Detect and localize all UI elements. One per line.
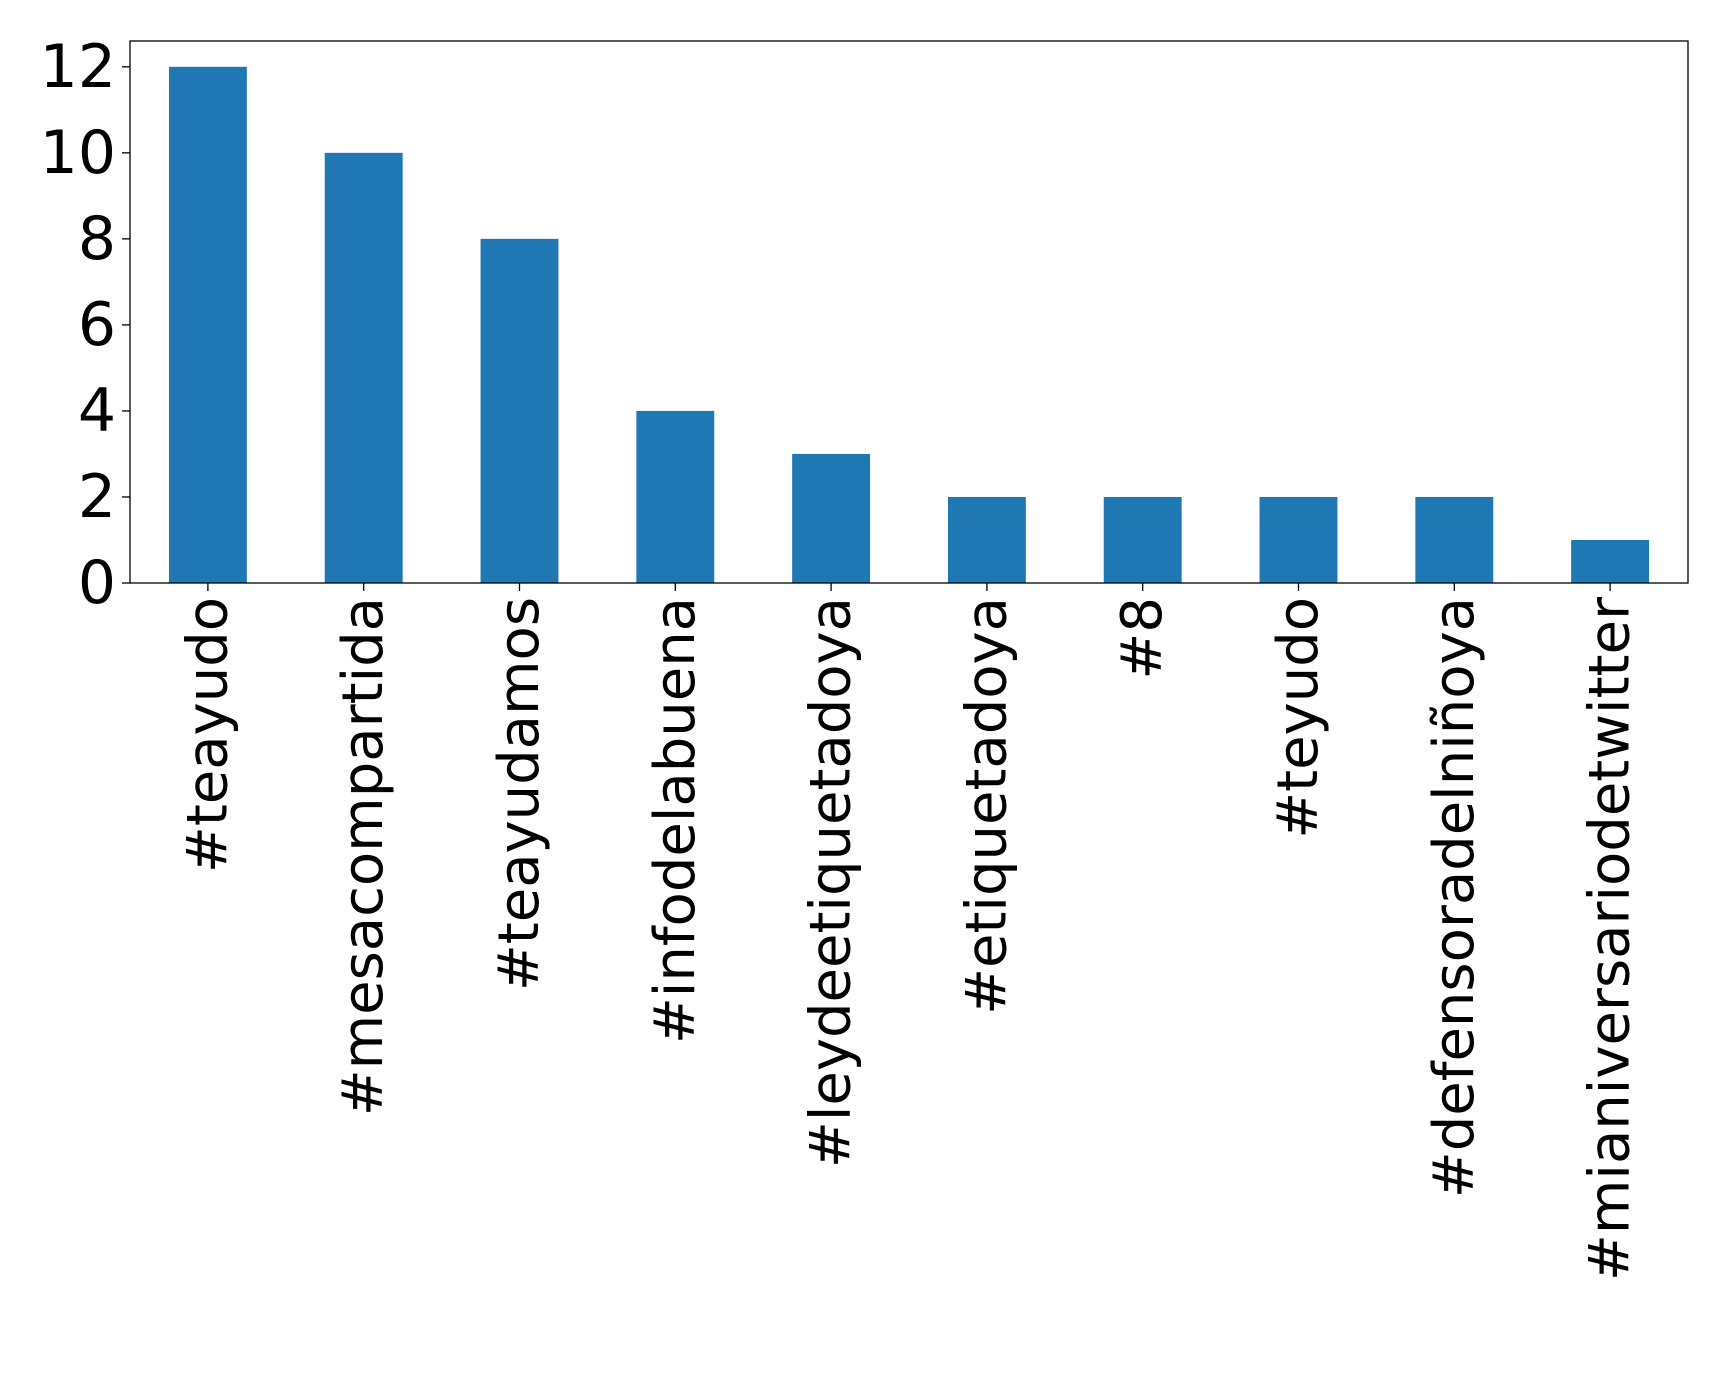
bar-8	[1415, 496, 1494, 583]
x-tick-label-9: #mianiversariodetwitter	[1578, 596, 1643, 1281]
x-tick-label-3: #infodelabuena	[643, 597, 708, 1044]
bar-1	[324, 152, 403, 584]
x-tick-label-1: #mesacompartida	[331, 597, 396, 1116]
bar-7	[1259, 496, 1338, 583]
bar-3	[636, 410, 715, 583]
x-tick-label-6: #8	[1110, 597, 1175, 680]
y-tick-label-5: 10	[40, 118, 116, 188]
bar-0	[168, 66, 247, 584]
bar-5	[947, 496, 1026, 583]
y-tick-label-6: 12	[40, 32, 116, 102]
y-tick-label-3: 6	[78, 290, 116, 360]
y-tick-label-4: 8	[78, 204, 116, 274]
bar-6	[1103, 496, 1182, 583]
y-tick-label-1: 2	[78, 462, 116, 532]
y-tick-label-0: 0	[78, 548, 116, 618]
x-tick-label-8: #defensoradelniñoya	[1422, 597, 1487, 1198]
x-axis: #teayudo #mesacompartida #teayudamos #infod…	[175, 583, 1643, 1281]
x-tick-label-0: #teayudo	[175, 597, 240, 873]
x-tick-label-4: #leydeetiquetadoya	[799, 597, 864, 1168]
y-tick-label-2: 4	[78, 376, 116, 446]
x-tick-label-7: #teyudo	[1266, 597, 1331, 839]
bar-2	[480, 238, 559, 583]
x-tick-label-5: #etiquetadoya	[954, 597, 1019, 1015]
bars-group	[168, 66, 1650, 584]
plot-frame	[129, 40, 1689, 584]
bar-9	[1571, 539, 1650, 583]
bar-4	[792, 453, 871, 583]
y-axis: 0 2 4 6 8 10 12	[40, 32, 130, 618]
x-tick-label-2: #teayudamos	[487, 597, 552, 991]
